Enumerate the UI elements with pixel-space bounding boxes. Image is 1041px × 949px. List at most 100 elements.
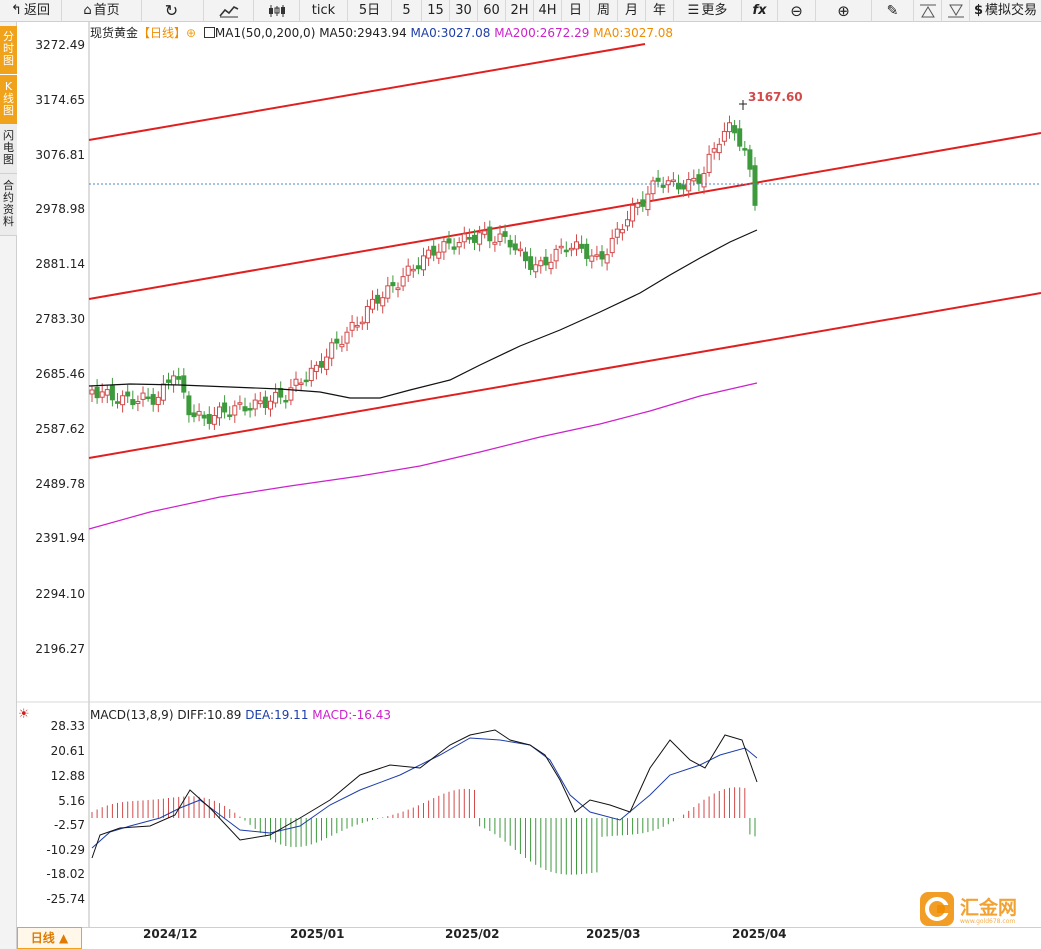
candle-body (737, 128, 743, 147)
candle-body (482, 230, 488, 235)
candle-body (257, 400, 263, 405)
zoom-in-button[interactable]: ⊕ (816, 0, 872, 22)
candlestick-button[interactable] (254, 0, 300, 22)
candle-body (721, 130, 727, 142)
candle-body (145, 396, 151, 400)
candle-body (99, 391, 105, 398)
candle-body (528, 256, 534, 270)
candle-body (324, 356, 330, 370)
collapse-up-button[interactable] (914, 0, 942, 22)
collapse-down-button[interactable] (942, 0, 970, 22)
period-week-button[interactable]: 周 (590, 0, 618, 22)
candle-body (410, 268, 416, 272)
period-day-button[interactable]: 日 (562, 0, 590, 22)
price-tick-label: 2391.94 (35, 531, 85, 545)
price-tick-label: 3076.81 (35, 148, 85, 162)
candle-body (89, 389, 95, 395)
candle-body (665, 180, 671, 186)
period-5d-button[interactable]: 5日 (348, 0, 392, 22)
candle-body (497, 233, 503, 242)
chart-type-button[interactable] (204, 0, 254, 22)
candle-body (329, 342, 335, 359)
period-selector-button[interactable]: 日线 ▲ (17, 927, 82, 949)
ma50-line (88, 229, 758, 399)
candle-body (104, 389, 110, 396)
period-5-button[interactable]: 5 (392, 0, 422, 22)
period-month-button[interactable]: 月 (618, 0, 646, 22)
candle-body (364, 305, 370, 324)
home-button[interactable]: ⌂ 首页 (62, 0, 142, 22)
ma-indicator-name: MA1(50,0,200,0) (214, 26, 316, 40)
macd-settings-icon[interactable]: ☀ (18, 707, 30, 722)
ma0-value: MA0:3027.08 (410, 26, 491, 40)
tick-button[interactable]: tick (300, 0, 348, 22)
candle-body (625, 219, 630, 227)
draw-button[interactable]: ✎ (872, 0, 914, 22)
zoom-out-button[interactable]: ⊖ (778, 0, 816, 22)
candle-body (273, 391, 279, 404)
candle-body (308, 367, 314, 382)
candle-body (354, 325, 360, 328)
candle-body (568, 247, 574, 251)
watermark-url: www.gold678.com (960, 918, 1015, 925)
candle-body (553, 248, 559, 262)
period-30-button[interactable]: 30 (450, 0, 478, 22)
candle-body (115, 401, 120, 404)
price-tick-label: 2587.62 (35, 422, 85, 436)
candle-body (227, 414, 233, 417)
macd-dea-line (91, 737, 758, 849)
period-4h-button[interactable]: 4H (534, 0, 562, 22)
macd-tick-label: 28.33 (50, 719, 85, 733)
ma-settings-icon[interactable] (203, 27, 215, 38)
ma200-value: MA200:2672.29 (494, 26, 590, 40)
triangle-up-icon (919, 4, 936, 17)
ma50-value: MA50:2943.94 (319, 26, 407, 40)
candle-body (181, 375, 187, 393)
refresh-button[interactable]: ↻ (142, 0, 204, 22)
settings-dot-icon[interactable]: ⊕ (186, 26, 197, 40)
fx-button[interactable]: fx (742, 0, 778, 22)
tab-time-sharing[interactable]: 分时图 (0, 26, 17, 74)
period-15-button[interactable]: 15 (422, 0, 450, 22)
candle-body (120, 395, 126, 406)
more-button[interactable]: ☰ 更多 (674, 0, 742, 22)
candle-body (426, 249, 432, 259)
home-icon: ⌂ (83, 3, 92, 18)
macd-dea: DEA:19.11 (245, 708, 309, 722)
candle-body (232, 405, 238, 416)
period-year-button[interactable]: 年 (646, 0, 674, 22)
period-2h-button[interactable]: 2H (506, 0, 534, 22)
tab-contract-info[interactable]: 合约资料 (0, 174, 17, 236)
candle-body (150, 394, 156, 405)
candle-body (242, 406, 248, 412)
candle-body (563, 249, 569, 253)
candle-body (650, 180, 656, 195)
macd-tick-label: 20.61 (50, 744, 85, 758)
candle-body (293, 378, 299, 386)
gold678-logo-mark: 汇金网 www.gold678.com (920, 892, 1017, 926)
candle-body (533, 264, 539, 273)
candle-body (436, 251, 442, 259)
simulate-trade-button[interactable]: $ 模拟交易 (973, 3, 1038, 18)
back-button[interactable]: ↰ 返回 (0, 0, 62, 22)
macd-diff: DIFF:10.89 (177, 708, 242, 722)
tab-flash-chart[interactable]: 闪电图 (0, 124, 17, 174)
candle-body (268, 400, 273, 410)
candle-body (288, 387, 294, 401)
candle-body (487, 226, 493, 242)
candle-body (222, 402, 228, 413)
price-tick-label: 2978.98 (35, 202, 85, 216)
price-tick-label: 2294.10 (35, 587, 85, 601)
candle-body (609, 237, 615, 254)
time-tick-label: 2025/04 (732, 927, 787, 941)
price-tick-label: 2881.14 (35, 257, 85, 271)
candle-body (599, 251, 605, 260)
candle-body (472, 234, 477, 243)
candle-body (385, 285, 391, 299)
candle-body (334, 338, 340, 344)
period-60-button[interactable]: 60 (478, 0, 506, 22)
candle-body (548, 261, 554, 270)
